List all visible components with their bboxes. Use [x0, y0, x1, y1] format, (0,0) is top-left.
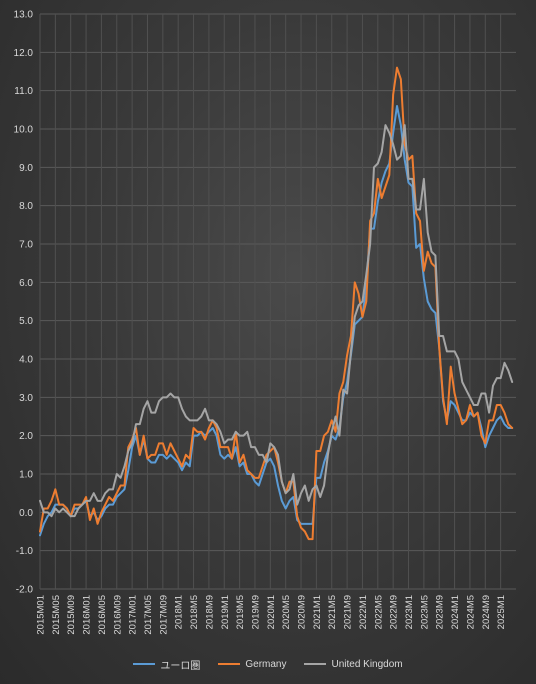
- x-tick-label: 2019M9: [250, 595, 261, 629]
- y-tick-label: 7.0: [19, 240, 33, 251]
- x-tick-label: 2025M1: [496, 595, 507, 629]
- series-line-1: [39, 66, 514, 541]
- y-tick-label: 9.0: [19, 163, 33, 174]
- legend-label-euro-area: ユーロ圏: [160, 660, 201, 672]
- y-tick-label: 11.0: [14, 86, 33, 97]
- y-axis-tick-labels: -2.0 -1.0 0.0 1.0 2.0 3.0 4.0 5.0 6.0 7.0 8.0 9.0 10…: [14, 10, 34, 596]
- legend-item-euro-area: ユーロ圏: [133, 657, 200, 672]
- x-tick-label: 2018M9: [204, 595, 215, 629]
- x-tick-label: 2017M01: [128, 595, 139, 635]
- y-tick-label: 10.0: [14, 125, 34, 136]
- x-tick-label: 2022M9: [389, 595, 400, 629]
- x-tick-label: 2023M5: [419, 595, 430, 629]
- legend: ユーロ圏 Germany United Kingdom: [0, 654, 536, 674]
- x-tick-label: 2016M05: [97, 595, 108, 635]
- x-tick-label: 2019M5: [235, 595, 246, 629]
- series-lines: [39, 66, 514, 541]
- x-tick-label: 2024M9: [481, 595, 492, 629]
- y-tick-label: 6.0: [19, 278, 33, 289]
- series-line-0: [39, 105, 514, 537]
- x-tick-label: 2022M5: [373, 595, 384, 629]
- x-tick-label: 2020M1: [266, 595, 277, 629]
- x-tick-label: 2023M1: [404, 595, 415, 629]
- legend-label-united-kingdom: United Kingdom: [331, 658, 403, 670]
- x-tick-label: 2018M1: [174, 595, 185, 629]
- legend-swatch-united-kingdom: [304, 663, 327, 665]
- x-tick-label: 2020M9: [297, 595, 308, 629]
- y-tick-label: 1.0: [19, 470, 33, 481]
- y-tick-label: 8.0: [19, 201, 33, 212]
- x-tick-label: 2024M1: [450, 595, 461, 629]
- y-tick-label: -1.0: [16, 546, 34, 557]
- y-tick-label: 2.0: [19, 431, 33, 442]
- y-tick-label: 0.0: [19, 508, 33, 519]
- x-tick-label: 2021M9: [343, 595, 354, 629]
- y-tick-label: 5.0: [19, 316, 33, 327]
- x-tick-label: 2021M1: [312, 595, 323, 629]
- gridlines: [39, 13, 516, 590]
- x-tick-label: 2017M09: [158, 595, 169, 635]
- x-axis-tick-labels: 2015M01 2015M05 2015M09 2016M01 2016M05 2016M…: [36, 595, 508, 635]
- x-tick-label: 2022M1: [358, 595, 369, 629]
- x-tick-label: 2015M09: [66, 595, 77, 635]
- x-tick-label: 2023M9: [435, 595, 446, 629]
- y-tick-label: -2.0: [16, 585, 34, 596]
- x-tick-label: 2017M05: [143, 595, 154, 635]
- legend-item-united-kingdom: United Kingdom: [304, 658, 403, 670]
- y-tick-label: 13.0: [14, 10, 34, 21]
- x-tick-label: 2015M01: [36, 595, 47, 635]
- x-tick-label: 2019M1: [220, 595, 231, 629]
- series-line-2: [39, 124, 514, 518]
- legend-label-germany: Germany: [245, 658, 287, 670]
- x-tick-label: 2021M5: [327, 595, 338, 629]
- x-tick-label: 2015M05: [51, 595, 62, 635]
- x-tick-label: 2016M01: [82, 595, 93, 635]
- x-tick-label: 2020M5: [281, 595, 292, 629]
- legend-swatch-euro-area: [133, 663, 156, 665]
- y-tick-label: 4.0: [19, 355, 33, 366]
- y-tick-label: 12.0: [14, 48, 34, 59]
- legend-swatch-germany: [218, 663, 241, 665]
- x-tick-label: 2024M5: [465, 595, 476, 629]
- x-tick-label: 2018M5: [189, 595, 200, 629]
- x-tick-label: 2016M09: [112, 595, 123, 635]
- legend-item-germany: Germany: [218, 659, 286, 670]
- y-tick-label: 3.0: [19, 393, 33, 404]
